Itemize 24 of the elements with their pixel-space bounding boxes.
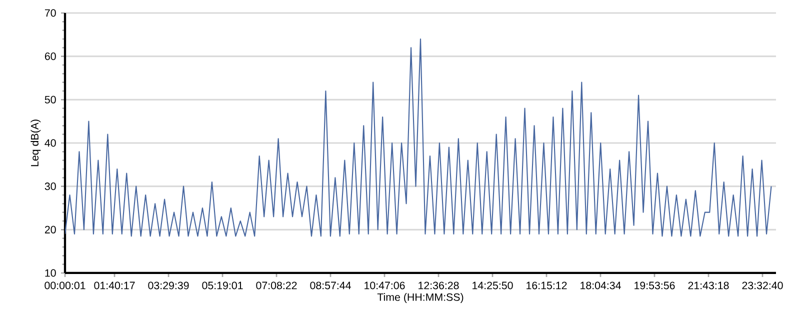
x-tick-label: 07:08:22	[256, 282, 297, 290]
x-tick-label: 10:47:06	[364, 282, 405, 290]
x-tick-label: 12:36:28	[418, 282, 459, 290]
y-tick-label: 40	[44, 139, 56, 147]
x-tick-label: 01:40:17	[94, 282, 135, 290]
y-tick-label: 10	[45, 269, 56, 277]
x-tick-label: 19:53:56	[634, 282, 675, 290]
y-tick-label: 60	[44, 52, 56, 60]
x-tick-label: 00:00:01	[44, 282, 86, 290]
y-tick-label: 30	[44, 182, 56, 190]
x-tick-label: 23:32:40	[742, 282, 783, 290]
x-tick-label: 18:04:34	[580, 282, 621, 290]
y-tick-label: 50	[44, 96, 56, 104]
x-tick-label: 08:57:44	[310, 282, 351, 290]
y-tick-label: 20	[44, 226, 56, 234]
x-tick-label: 14:25:50	[472, 282, 513, 290]
y-axis-title: Leq dB(A)	[30, 120, 41, 166]
x-tick-label: 21:43:18	[688, 282, 729, 290]
x-tick-label: 05:19:01	[202, 282, 243, 290]
y-tick-label: 70	[44, 9, 56, 17]
x-axis-title: Time (HH:MM:SS)	[377, 293, 464, 304]
x-tick-label: 03:29:39	[148, 282, 189, 290]
line-series	[65, 38, 772, 237]
x-tick-label: 16:15:12	[526, 282, 567, 290]
